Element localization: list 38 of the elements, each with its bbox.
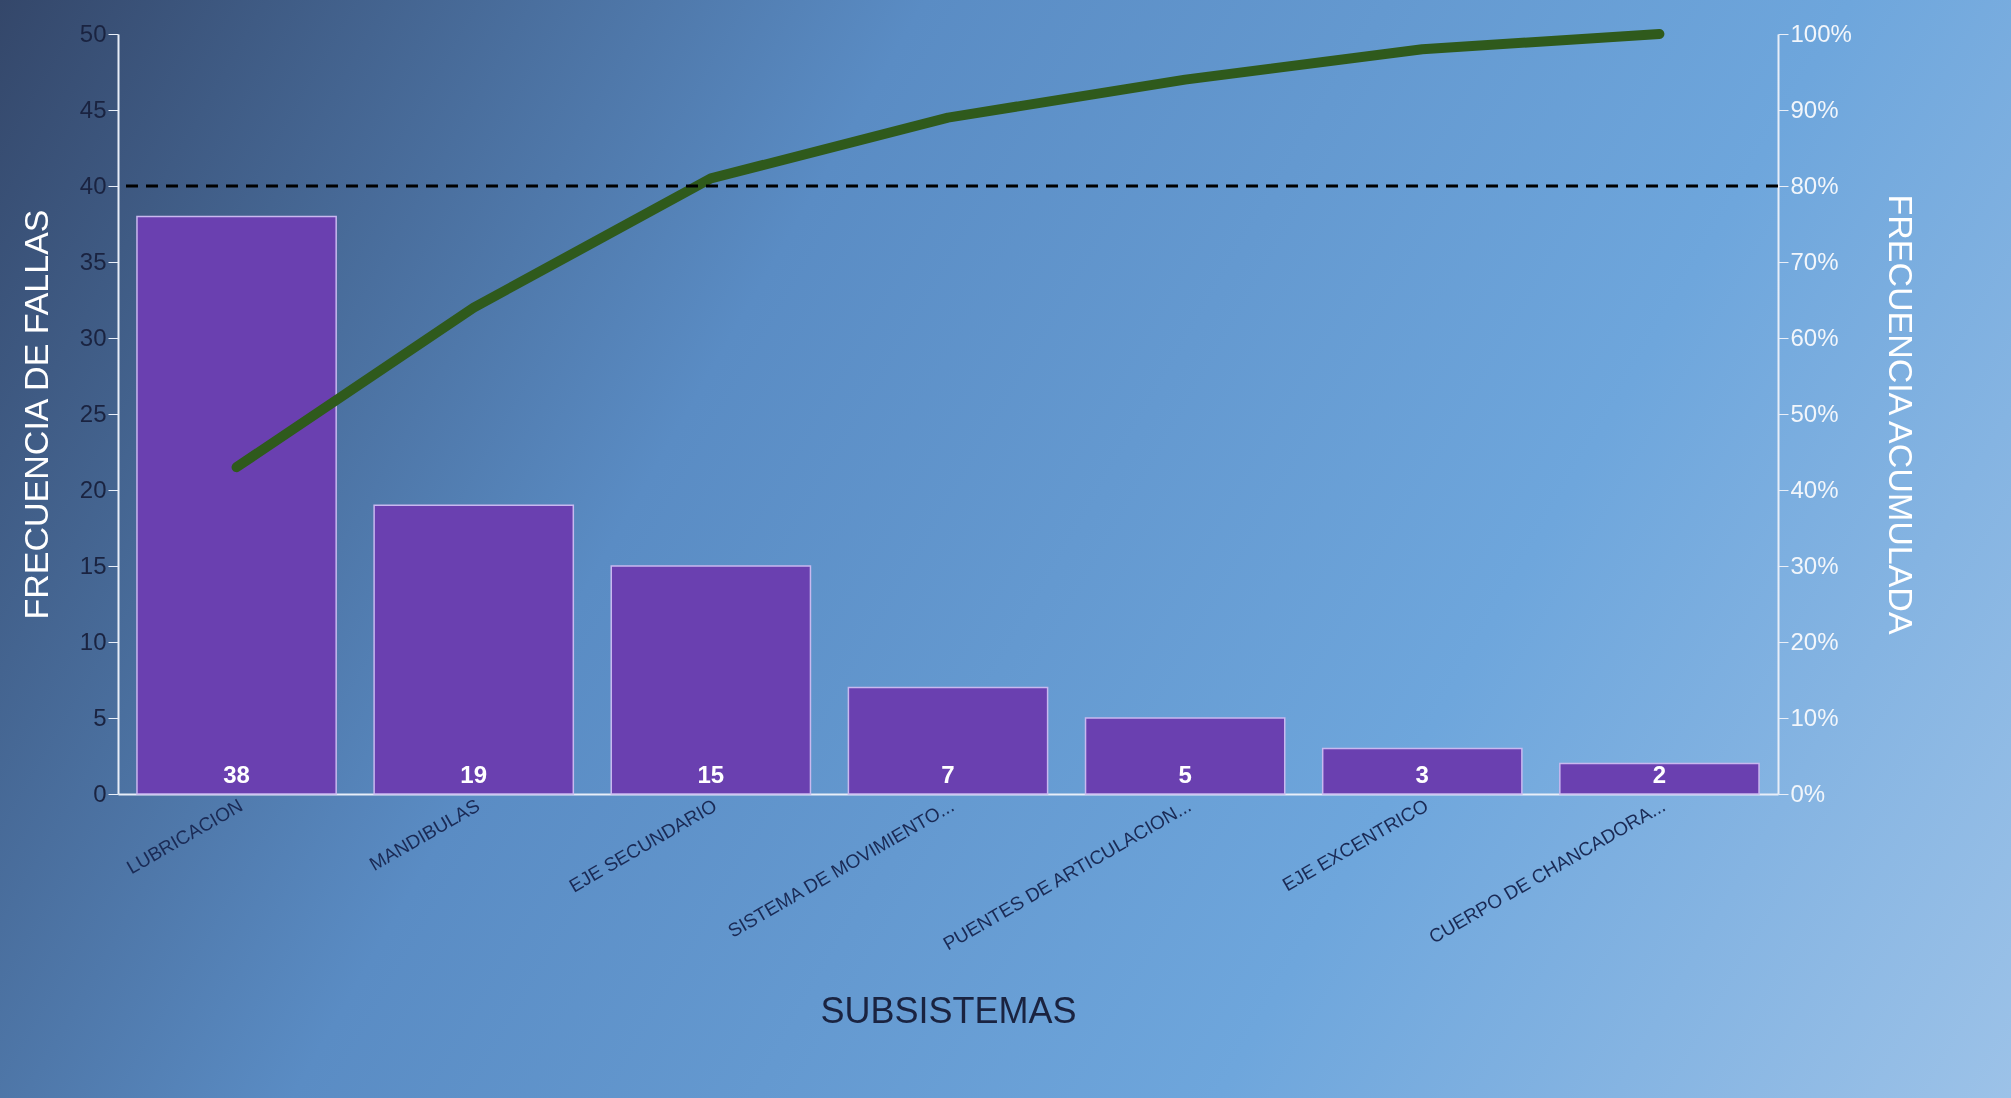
y2-tick-label: 80% <box>1790 171 1839 199</box>
y2-tick-label: 40% <box>1790 475 1839 503</box>
y2-axis-title: FRECUENCIA ACUMULADA <box>1881 194 1920 635</box>
bar <box>373 504 575 795</box>
y-tick-label: 15 <box>79 551 107 579</box>
bar <box>1559 762 1760 795</box>
y-tick-label: 5 <box>93 703 107 731</box>
y-axis-title: FRECUENCIA DE FALLAS <box>16 209 55 620</box>
data-label: 5 <box>1178 761 1192 788</box>
bar <box>1321 747 1523 795</box>
y2-tick-label: 50% <box>1790 399 1839 427</box>
y-tick-label: 35 <box>79 247 107 275</box>
y2-tick-label: 30% <box>1790 551 1839 579</box>
data-label: 3 <box>1415 761 1429 788</box>
bar <box>136 215 337 795</box>
y-tick-label: 30 <box>79 323 107 351</box>
y-tick-label: 25 <box>79 399 107 427</box>
y2-tick-label: 60% <box>1790 323 1839 351</box>
bar <box>847 686 1049 795</box>
data-label: 2 <box>1652 761 1667 788</box>
y-tick-label: 20 <box>79 475 107 503</box>
y2-tick-label: 90% <box>1790 95 1839 123</box>
data-label: 38 <box>223 761 250 788</box>
x-axis-title: SUBSISTEMAS <box>820 989 1077 1031</box>
y2-tick-label: 20% <box>1790 627 1839 655</box>
y2-tick-label: 10% <box>1790 703 1839 731</box>
bar <box>610 565 812 795</box>
y2-tick-label: 100% <box>1790 19 1852 47</box>
y-tick-label: 0 <box>93 779 107 807</box>
data-label: 7 <box>941 761 955 788</box>
y-tick-label: 10 <box>79 627 107 655</box>
data-label: 15 <box>697 761 725 788</box>
data-label: 19 <box>460 761 488 788</box>
y-tick-label: 40 <box>79 171 107 199</box>
y-tick-label: 45 <box>79 95 107 123</box>
y2-tick-label: 0% <box>1790 779 1826 807</box>
y2-tick-label: 70% <box>1790 247 1839 275</box>
bar <box>1084 717 1286 795</box>
